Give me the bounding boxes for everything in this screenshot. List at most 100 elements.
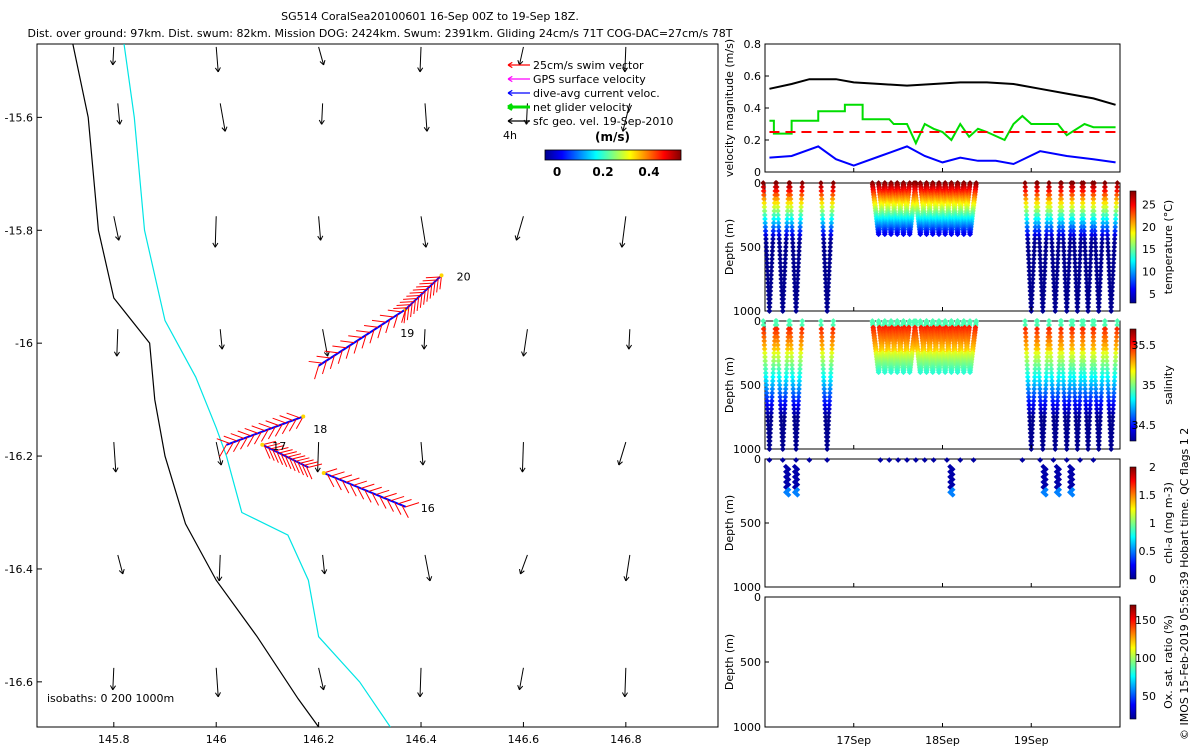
- profile-dot: [1036, 240, 1043, 246]
- day-label: 20: [457, 270, 471, 283]
- profile-dot: [764, 264, 771, 270]
- profile-dot: [793, 304, 800, 310]
- profile-dot: [1092, 240, 1099, 246]
- profile-dot: [1059, 208, 1065, 214]
- profile-dot: [783, 240, 789, 246]
- profile-dot: [788, 216, 795, 222]
- profile-dot: [1041, 272, 1048, 278]
- profile-dot: [796, 232, 803, 238]
- profile-dot: [1023, 208, 1030, 214]
- figure-title-line2: Dist. over ground: 97km. Dist. swum: 82k…: [28, 27, 733, 40]
- profile-dot: [790, 244, 796, 250]
- profile-dot: [1046, 188, 1053, 194]
- track-endpoint: [301, 414, 306, 419]
- profile-dot: [1061, 268, 1068, 274]
- profile-dot: [1088, 248, 1094, 254]
- profile-dot: [791, 276, 798, 282]
- profile-dot: [1085, 308, 1091, 314]
- profile-dot: [1046, 192, 1053, 198]
- profile-dot: [798, 200, 805, 206]
- velocity-series-line: [769, 78, 1116, 106]
- profile-dot: [1083, 268, 1089, 274]
- profile-dot: [764, 272, 771, 278]
- profile-dot: [1083, 264, 1089, 270]
- swim-vector: [260, 429, 269, 442]
- profile-dot: [762, 232, 769, 238]
- profile-dot: [821, 244, 827, 250]
- profile-dot: [1104, 224, 1110, 230]
- profile-dot: [1099, 232, 1106, 238]
- profile-dot: [818, 188, 825, 194]
- profile-dot: [1046, 196, 1053, 202]
- current-vector-arrow: [420, 216, 429, 248]
- profile-dot: [819, 208, 826, 214]
- swim-vector: [426, 287, 429, 302]
- profile-dot: [1070, 216, 1076, 222]
- swim-vector: [288, 418, 297, 432]
- profile-dot: [761, 196, 767, 202]
- profile-dot: [790, 252, 797, 258]
- swim-vector: [341, 480, 350, 494]
- profile-dot: [1087, 260, 1094, 266]
- swim-vector: [369, 329, 375, 344]
- profile-dot: [784, 220, 790, 226]
- profile-dot: [1061, 256, 1068, 262]
- profile-dot: [796, 240, 803, 246]
- profile-dot: [796, 248, 802, 254]
- profile-dot: [1079, 196, 1086, 202]
- swim-vector: [272, 449, 279, 463]
- profile-dot: [794, 280, 801, 286]
- profile-dot: [1076, 276, 1082, 282]
- profile-dot: [797, 224, 803, 230]
- profile-dot: [1047, 208, 1054, 214]
- profile-dot: [1105, 248, 1112, 254]
- current-vector-arrow: [621, 46, 628, 73]
- profile-dot: [1078, 232, 1084, 238]
- profile-dot: [826, 264, 833, 270]
- current-vector-arrow: [317, 216, 324, 241]
- profile-dot: [1077, 240, 1084, 246]
- profile-dot: [1059, 216, 1066, 222]
- profile-dot: [818, 180, 824, 186]
- profile-dot: [1070, 220, 1076, 226]
- profile-dot: [1068, 180, 1075, 186]
- profile-dot: [830, 188, 836, 194]
- panel-y-tick-label: 0: [754, 166, 761, 179]
- profile-dot: [1109, 288, 1115, 294]
- profile-dot: [1058, 196, 1065, 202]
- profile-dot: [1100, 216, 1106, 222]
- profile-dot: [781, 268, 788, 274]
- swim-vector: [401, 505, 409, 518]
- profile-dot: [828, 228, 834, 234]
- profile-dot: [828, 216, 835, 222]
- profile-dot: [764, 260, 770, 266]
- profile-dot: [1106, 276, 1113, 282]
- profile-dot: [774, 204, 781, 210]
- profile-dot: [1071, 240, 1077, 246]
- legend-label: dive-avg current veloc.: [533, 87, 660, 100]
- profile-dot: [830, 180, 837, 186]
- swim-vector: [233, 439, 241, 453]
- profile-dot: [1025, 244, 1031, 250]
- profile-dot: [1037, 248, 1043, 254]
- profile-dot: [825, 280, 832, 286]
- profile-dot: [1093, 264, 1100, 270]
- profile-dot: [781, 276, 788, 282]
- profile-dot: [1081, 240, 1088, 246]
- profile-dot: [769, 244, 776, 250]
- day-label: 19: [400, 327, 414, 340]
- colorbar-tick-label: 0: [553, 165, 561, 179]
- profile-dot: [1105, 256, 1112, 262]
- profile-dot: [1044, 224, 1050, 230]
- profile-dot: [790, 256, 797, 262]
- swim-vector: [265, 420, 279, 426]
- profile-dot: [827, 240, 834, 246]
- profile-dot: [1067, 240, 1073, 246]
- profile-dot: [1079, 188, 1086, 194]
- profile-dot: [1088, 244, 1094, 250]
- profile-dot: [1030, 272, 1036, 278]
- profile-dot: [1079, 184, 1085, 190]
- profile-dot: [1061, 252, 1067, 258]
- profile-dot: [1067, 244, 1073, 250]
